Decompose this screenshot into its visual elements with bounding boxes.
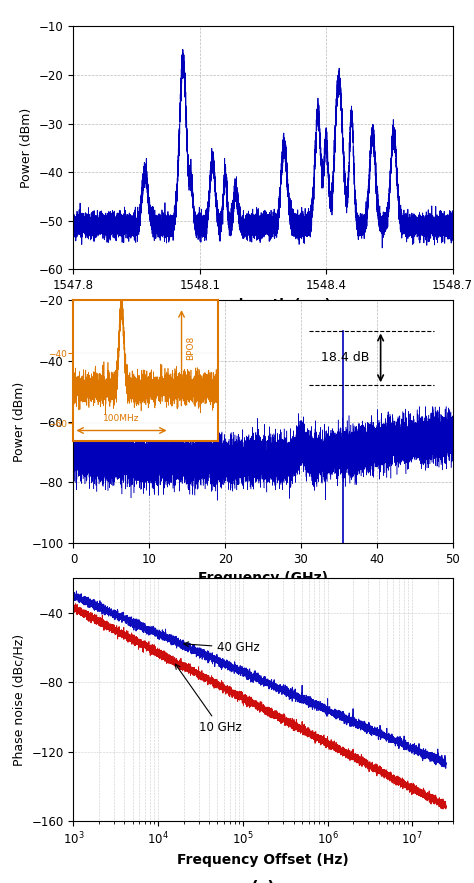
Text: (b): (b) — [250, 602, 276, 620]
Text: 10 GHz: 10 GHz — [175, 664, 241, 734]
X-axis label: Frequency (GHz): Frequency (GHz) — [198, 571, 328, 585]
Text: 18.4 dB: 18.4 dB — [321, 351, 369, 365]
Y-axis label: Power (dBm): Power (dBm) — [13, 381, 26, 462]
Y-axis label: Power (dBm): Power (dBm) — [20, 108, 34, 188]
X-axis label: Wavelength (nm): Wavelength (nm) — [196, 298, 330, 312]
Text: (c): (c) — [251, 880, 275, 883]
Y-axis label: Phase noise (dBc/Hz): Phase noise (dBc/Hz) — [13, 634, 26, 766]
Text: (a): (a) — [250, 328, 276, 346]
X-axis label: Frequency Offset (Hz): Frequency Offset (Hz) — [177, 853, 349, 867]
Text: 40 GHz: 40 GHz — [184, 641, 260, 654]
